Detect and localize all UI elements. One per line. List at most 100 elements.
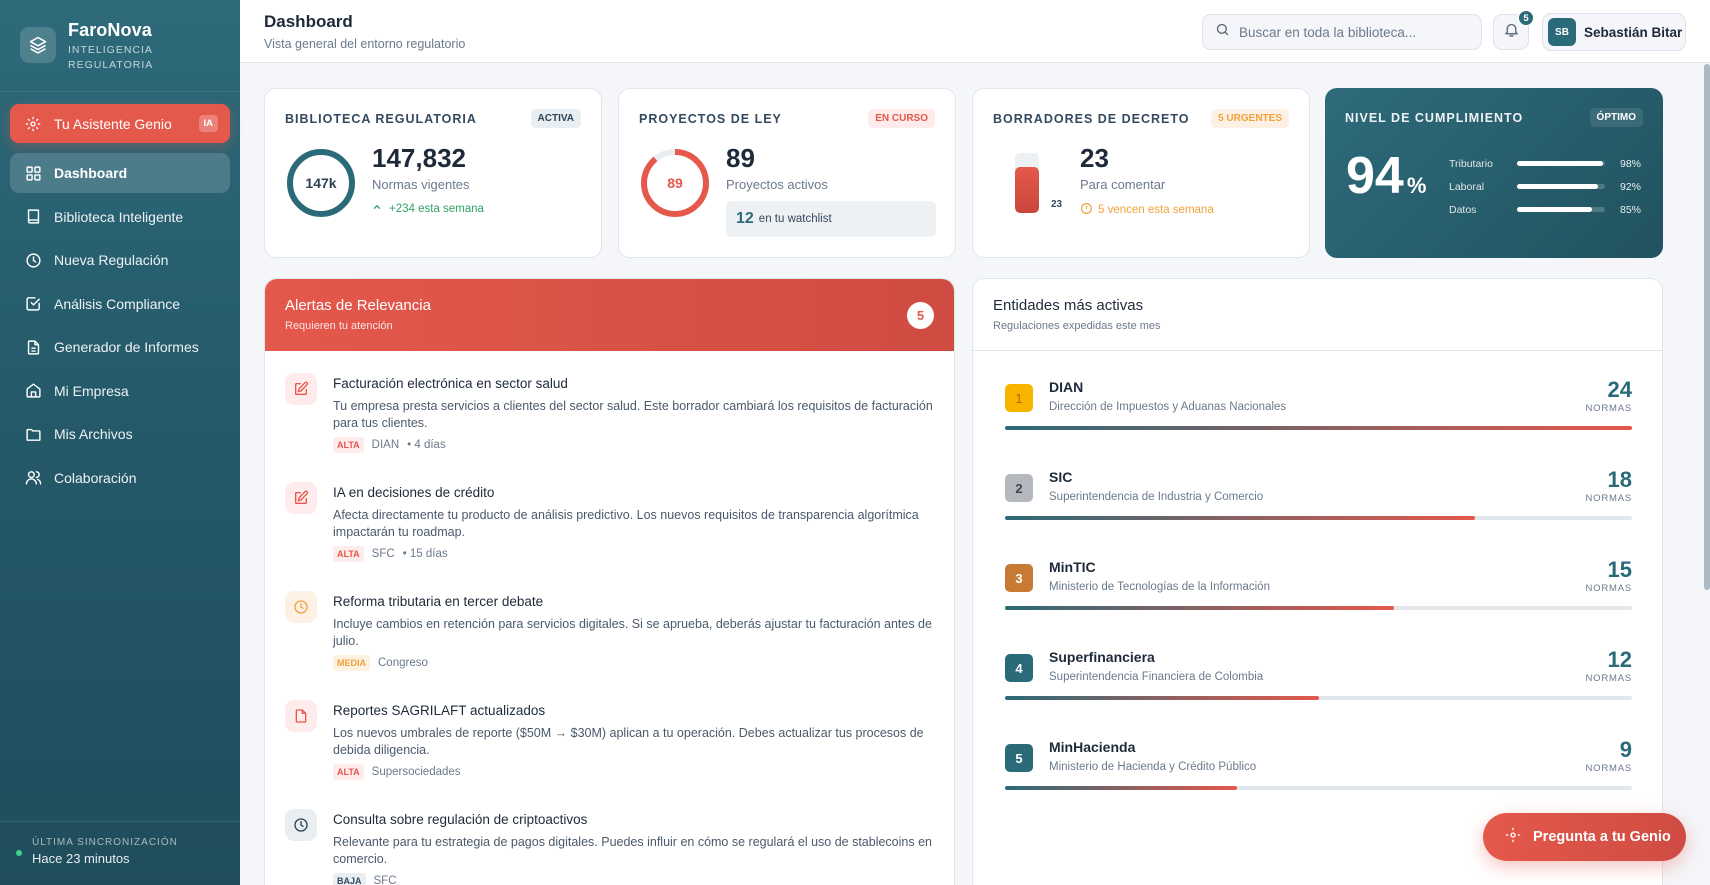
sidebar-item-analisis-compliance[interactable]: Análisis Compliance <box>10 284 230 324</box>
sidebar-item-biblioteca[interactable]: Biblioteca Inteligente <box>10 197 230 237</box>
clock-icon <box>24 251 42 269</box>
alerts-header: Alertas de Relevancia Requieren tu atenc… <box>265 279 954 351</box>
drafts-bar <box>1015 153 1039 213</box>
library-ring: 147k <box>285 147 357 219</box>
status-badge: 5 URGENTES <box>1211 109 1289 128</box>
entity-count: 12 <box>1607 647 1632 672</box>
user-menu[interactable]: SB Sebastián Bitar <box>1542 13 1686 51</box>
alert-description: Tu empresa presta servicios a clientes d… <box>333 399 933 430</box>
sidebar-item-label: Biblioteca Inteligente <box>54 208 184 225</box>
card-title: NIVEL DE CUMPLIMIENTO <box>1345 111 1524 125</box>
priority-badge: ALTA <box>333 764 364 780</box>
alert-description: Relevante para tu estrategia de pagos di… <box>333 835 932 866</box>
entity-fullname: Superintendencia Financiera de Colombia <box>1049 671 1264 683</box>
alert-entity: DIAN <box>371 439 400 451</box>
drafts-bar-label: 23 <box>1051 199 1063 210</box>
alert-meta: ALTA SFC • 15 días <box>333 546 448 562</box>
row-value: 85% <box>1620 203 1642 216</box>
entity-name: MinTIC <box>1049 559 1096 575</box>
entity-count: 18 <box>1607 467 1632 492</box>
entity-row[interactable]: 5 MinHacienda Ministerio de Hacienda y C… <box>1005 737 1632 799</box>
alert-meta: BAJA SFC <box>333 873 397 885</box>
book-icon <box>24 208 42 226</box>
watchlist-label: en tu watchlist <box>758 213 832 225</box>
entity-progress-bar <box>1005 786 1632 790</box>
entity-name: SIC <box>1049 469 1073 485</box>
search-input[interactable] <box>1239 24 1459 40</box>
entity-row[interactable]: 2 SIC Superintendencia de Industria y Co… <box>1005 467 1632 529</box>
brand-subtitle-line2: REGULATORIA <box>68 59 154 71</box>
entity-unit: NORMAS <box>1585 763 1632 774</box>
rank-badge: 2 <box>1005 474 1033 502</box>
entity-unit: NORMAS <box>1585 493 1632 504</box>
page-title: Dashboard <box>264 12 353 31</box>
top-header: Dashboard Vista general del entorno regu… <box>240 0 1710 63</box>
sidebar-item-dashboard[interactable]: Dashboard <box>10 153 230 193</box>
library-stat-card[interactable]: BIBLIOTECA REGULATORIA ACTIVA 147k 147,8… <box>264 88 602 258</box>
ia-badge: IA <box>198 115 218 132</box>
notifications-button[interactable]: 5 <box>1493 10 1534 50</box>
priority-badge: BAJA <box>333 873 366 885</box>
sidebar-item-nueva-regulacion[interactable]: Nueva Regulación <box>10 240 230 280</box>
brand-subtitle: INTELIGENCIA REGULATORIA <box>68 43 153 73</box>
checkbox-icon <box>24 295 42 313</box>
priority-badge: ALTA <box>333 546 364 562</box>
entity-row[interactable]: 4 Superfinanciera Superintendencia Finan… <box>1005 647 1632 709</box>
entity-name: DIAN <box>1049 379 1084 395</box>
folder-icon <box>24 425 42 443</box>
progress-bar <box>1517 207 1605 212</box>
sidebar: FaroNova INTELIGENCIA REGULATORIA Tu Asi… <box>0 0 240 885</box>
card-title: PROYECTOS DE LEY <box>639 112 782 126</box>
entity-progress-bar <box>1005 606 1632 610</box>
entity-count: 15 <box>1607 557 1632 582</box>
assistant-label: Tu Asistente Genio <box>54 115 172 132</box>
entity-progress-bar <box>1005 516 1632 520</box>
entities-panel: Entidades más activas Regulaciones exped… <box>972 278 1663 885</box>
watchlist-box[interactable]: 12 en tu watchlist <box>726 201 936 237</box>
bills-stat-card[interactable]: PROYECTOS DE LEY EN CURSO 89 89 Proyecto… <box>618 88 956 258</box>
entity-row[interactable]: 1 DIAN Dirección de Impuestos y Aduanas … <box>1005 377 1632 439</box>
entity-row[interactable]: 3 MinTIC Ministerio de Tecnologías de la… <box>1005 557 1632 619</box>
card-title: BIBLIOTECA REGULATORIA <box>285 112 477 126</box>
priority-badge: ALTA <box>333 437 364 453</box>
progress-bar <box>1517 161 1605 166</box>
alert-description: Los nuevos umbrales de reporte ($50M → $… <box>333 726 924 757</box>
compliance-number: 94 <box>1346 147 1404 205</box>
assistant-genio-button[interactable]: Tu Asistente Genio IA <box>10 104 230 143</box>
compliance-stat-card[interactable]: NIVEL DE CUMPLIMIENTO ÓPTIMO 94% Tributa… <box>1325 88 1663 258</box>
sidebar-item-mi-empresa[interactable]: Mi Empresa <box>10 371 230 411</box>
avatar: SB <box>1548 18 1576 46</box>
sidebar-item-label: Generador de Informes <box>54 339 199 355</box>
sidebar-item-mis-archivos[interactable]: Mis Archivos <box>10 414 230 454</box>
alerts-title: Alertas de Relevancia <box>285 297 431 314</box>
ring-label: 89 <box>667 175 683 191</box>
compliance-row: Tributario 98% <box>1449 152 1641 175</box>
alert-description: Afecta directamente tu producto de análi… <box>333 508 919 539</box>
drafts-stat-card[interactable]: BORRADORES DE DECRETO 5 URGENTES 23 23 P… <box>972 88 1310 258</box>
sync-status: ÚLTIMA SINCRONIZACIÓN Hace 23 minutos <box>0 821 240 885</box>
alert-title: Reportes SAGRILAFT actualizados <box>333 703 546 718</box>
status-badge: EN CURSO <box>868 109 935 128</box>
compliance-row: Datos 85% <box>1449 198 1641 221</box>
sidebar-item-label: Colaboración <box>54 469 137 486</box>
sparkle-icon <box>1505 827 1521 848</box>
entity-fullname: Ministerio de Hacienda y Crédito Público <box>1049 761 1257 773</box>
sync-value: Hace 23 minutos <box>32 851 130 866</box>
search-box <box>1202 14 1482 50</box>
sidebar-item-colaboracion[interactable]: Colaboración <box>10 458 230 498</box>
row-name: Tributario <box>1449 157 1493 170</box>
brand: FaroNova INTELIGENCIA REGULATORIA <box>0 0 240 92</box>
alert-meta: ALTA DIAN • 4 días <box>333 437 446 453</box>
rank-badge: 4 <box>1005 654 1033 682</box>
entities-subtitle: Regulaciones expedidas este mes <box>993 320 1161 332</box>
ask-genio-button[interactable]: Pregunta a tu Genio <box>1483 813 1686 861</box>
entity-name: Superfinanciera <box>1049 649 1155 665</box>
compliance-breakdown: Tributario 98% Laboral 92% Datos 85% <box>1449 152 1641 221</box>
scrollbar-thumb[interactable] <box>1704 64 1710 590</box>
sidebar-item-label: Dashboard <box>54 165 128 181</box>
entity-unit: NORMAS <box>1585 403 1632 414</box>
alert-title: IA en decisiones de crédito <box>333 485 495 500</box>
sidebar-item-generador-informes[interactable]: Generador de Informes <box>10 327 230 367</box>
rank-badge: 1 <box>1005 384 1033 412</box>
grid-icon <box>24 164 42 182</box>
